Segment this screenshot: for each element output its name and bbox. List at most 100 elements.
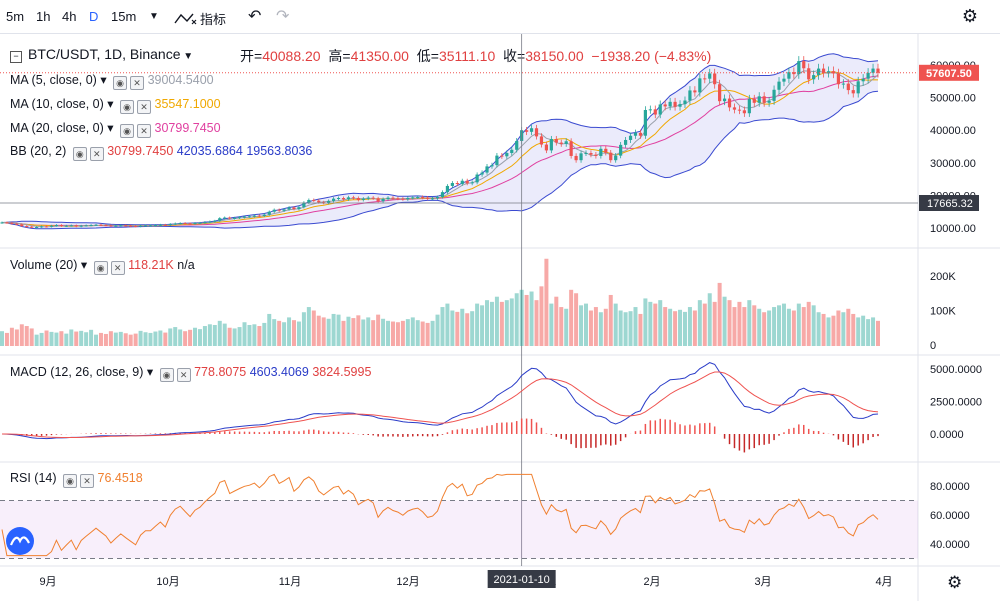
- interval-dropdown-chevron-icon[interactable]: ▼: [149, 11, 159, 22]
- candle-body: [767, 100, 771, 103]
- symbol-title[interactable]: − BTC/USDT, 1D, Binance ▼: [10, 46, 193, 63]
- macd-label: MACD (12, 26, close, 9): [10, 365, 144, 379]
- candle-body: [668, 101, 672, 107]
- volume-bar: [811, 305, 816, 346]
- legend-volume[interactable]: Volume (20) ▾ ◉ ✕ 118.21K n/a: [10, 258, 195, 275]
- close-icon[interactable]: ✕: [130, 76, 145, 90]
- volume-bar: [272, 319, 277, 346]
- candle-body: [401, 198, 405, 200]
- bollinger-lower-line: [1, 90, 879, 230]
- close-icon[interactable]: ✕: [176, 368, 191, 382]
- close-icon[interactable]: ✕: [89, 147, 104, 161]
- candle-body: [564, 141, 568, 144]
- eye-icon[interactable]: ◉: [63, 474, 78, 488]
- eye-icon[interactable]: ◉: [120, 100, 135, 114]
- eye-icon[interactable]: ◉: [93, 261, 108, 275]
- volume-bar: [559, 307, 564, 346]
- interval-5m[interactable]: 5m: [6, 9, 25, 24]
- volume-bar: [732, 307, 737, 346]
- ma5-label: MA (5, close, 0): [10, 73, 97, 87]
- legend-rsi[interactable]: RSI (14) ◉ ✕ 76.4518: [10, 471, 143, 488]
- top-toolbar: 5m 1h 4h D 15m ▼ 指标 ↶ ↷ ⚙: [0, 0, 1000, 34]
- volume-tick-label: 100K: [930, 306, 956, 318]
- volume-bar: [252, 324, 257, 346]
- close-icon[interactable]: ✕: [110, 261, 125, 275]
- indicators-button[interactable]: 指标: [174, 9, 226, 28]
- change-value: −1938.20 (−4.83%): [591, 48, 712, 64]
- candle-body: [351, 197, 355, 199]
- close-icon[interactable]: ✕: [80, 474, 95, 488]
- close-icon[interactable]: ✕: [137, 100, 152, 114]
- candle-body: [544, 144, 549, 151]
- eye-icon[interactable]: ◉: [120, 124, 135, 138]
- volume-bar: [826, 317, 831, 346]
- tradingview-logo-wave: [9, 536, 30, 546]
- candle-body: [505, 153, 509, 157]
- interval-15m[interactable]: 15m: [111, 9, 137, 24]
- candle-body: [15, 223, 19, 225]
- volume-bar: [366, 317, 371, 346]
- interval-d[interactable]: D: [89, 9, 99, 24]
- candle-body: [153, 225, 158, 227]
- volume-bar: [188, 329, 193, 346]
- interval-4h[interactable]: 4h: [62, 9, 77, 24]
- volume-bar: [757, 308, 762, 346]
- volume-value: 118.21K: [128, 258, 174, 272]
- candle-body: [703, 78, 707, 80]
- candle-body: [124, 225, 128, 227]
- candle-body: [549, 139, 553, 151]
- eye-icon[interactable]: ◉: [113, 76, 128, 90]
- high-label: 高: [328, 48, 343, 64]
- candle-body: [495, 155, 499, 166]
- bollinger-upper-line: [1, 53, 879, 226]
- candle-body: [35, 227, 39, 229]
- legend-ma20[interactable]: MA (20, close, 0) ▾ ◉ ✕ 30799.7450: [10, 121, 221, 138]
- candle-body: [826, 71, 831, 73]
- candle-body: [782, 78, 786, 82]
- volume-bar: [202, 326, 207, 346]
- candle-body: [208, 221, 212, 223]
- candle-body: [579, 153, 583, 161]
- candle-body: [435, 197, 440, 199]
- low-value: 35111.10: [438, 48, 496, 64]
- volume-bar: [371, 320, 376, 346]
- symbol-chevron-icon[interactable]: ▼: [180, 51, 194, 62]
- redo-icon[interactable]: ↷: [276, 8, 290, 25]
- volume-bar: [420, 321, 425, 346]
- eye-icon[interactable]: ◉: [72, 147, 87, 161]
- candle-body: [272, 209, 276, 212]
- volume-bar: [539, 286, 544, 346]
- volume-bar: [24, 326, 29, 346]
- rsi-band-fill: [0, 500, 918, 559]
- last-price-badge-label: 57607.50: [926, 68, 972, 80]
- gear-icon[interactable]: ⚙: [961, 6, 978, 26]
- candle-body: [94, 224, 98, 226]
- trading-chart[interactable]: 60000.0050000.0040000.0030000.0020000.00…: [0, 34, 1000, 601]
- axis-settings-gear-icon: ⚙: [947, 573, 962, 593]
- undo-icon[interactable]: ↶: [248, 8, 262, 25]
- macd-line: [1, 362, 879, 440]
- collapse-icon[interactable]: −: [10, 51, 22, 63]
- candle-body: [331, 198, 336, 201]
- candle-body: [168, 224, 172, 226]
- legend-ma5[interactable]: MA (5, close, 0) ▾ ◉ ✕ 39004.5400: [10, 73, 214, 90]
- close-icon[interactable]: ✕: [137, 124, 152, 138]
- eye-icon[interactable]: ◉: [159, 368, 174, 382]
- volume-bar: [846, 308, 851, 346]
- legend-ma10[interactable]: MA (10, close, 0) ▾ ◉ ✕ 35547.1000: [10, 97, 221, 114]
- volume-bar: [173, 327, 178, 346]
- volume-bar: [29, 328, 34, 346]
- candle-body: [440, 192, 445, 198]
- volume-bar: [19, 324, 24, 346]
- volume-bar: [103, 333, 108, 346]
- rsi-value: 76.4518: [97, 471, 143, 485]
- candle-body: [262, 214, 266, 216]
- legend-macd[interactable]: MACD (12, 26, close, 9) ▾ ◉ ✕ 778.8075 46…: [10, 365, 372, 382]
- volume-bar: [386, 320, 391, 346]
- candle-body: [485, 166, 489, 173]
- interval-1h[interactable]: 1h: [36, 9, 51, 24]
- volume-bar: [148, 332, 153, 346]
- candle-body: [376, 198, 380, 202]
- volume-bar: [400, 320, 405, 346]
- legend-bb[interactable]: BB (20, 2) ◉ ✕ 30799.7450 42035.6864 1956…: [10, 144, 312, 161]
